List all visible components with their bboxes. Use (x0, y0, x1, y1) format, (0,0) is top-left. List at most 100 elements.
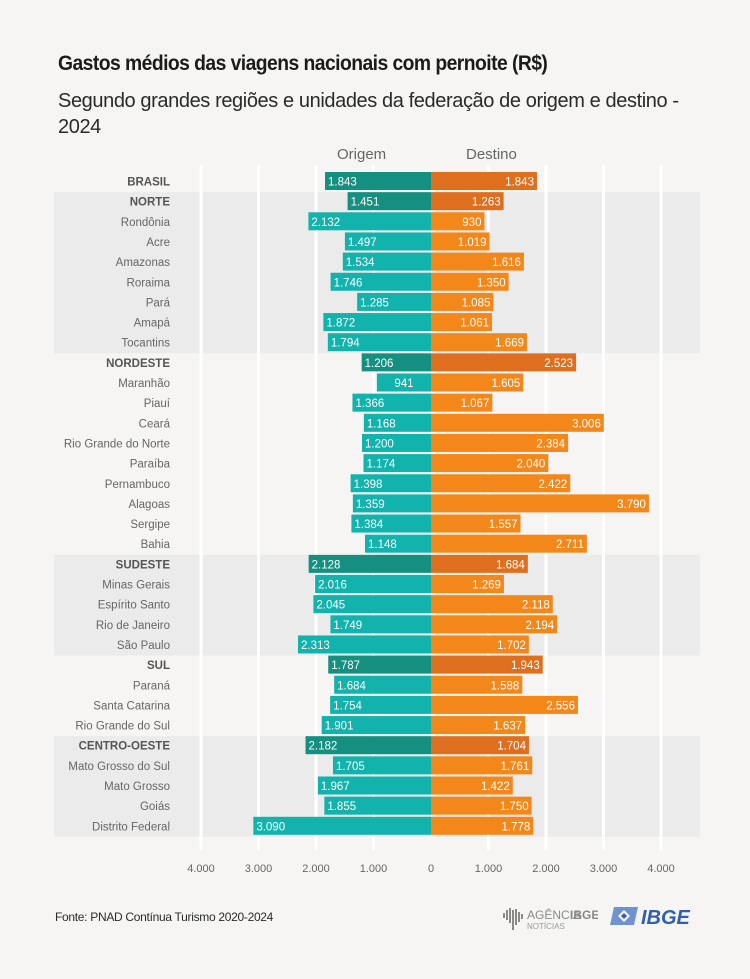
x-tick-label: 2.000 (302, 863, 330, 875)
bar-label-origem: 941 (394, 378, 413, 390)
bar-label-destino: 1.684 (496, 559, 525, 571)
bar-origem (330, 695, 431, 714)
bar-label-destino: 1.269 (472, 580, 501, 592)
bar-label-origem: 3.090 (256, 821, 285, 833)
bar-label-origem: 1.534 (346, 257, 375, 269)
bar-destino (431, 393, 493, 412)
bar-origem (253, 816, 431, 835)
bar-origem (313, 595, 431, 614)
x-tick-label: 0 (428, 863, 434, 875)
bar-destino (431, 494, 649, 513)
bar-label-destino: 2.422 (538, 479, 567, 491)
bar-origem (330, 615, 431, 634)
region-label: NORTE (130, 197, 171, 209)
bars: 1.843 1.843 1.451 1.263 2.132 930 1.497 1.019 1.… (253, 172, 649, 835)
bar-label-origem: 2.016 (318, 580, 347, 592)
bar-label-origem: 1.684 (337, 680, 366, 692)
region-label: SUDESTE (116, 559, 171, 571)
bar-label-destino: 3.006 (572, 418, 601, 430)
bar-origem (352, 494, 431, 513)
bar-label-origem: 1.843 (328, 177, 357, 189)
bar-origem (327, 333, 431, 352)
bar-label-destino: 2.040 (517, 459, 546, 471)
state-label: Minas Gerais (102, 580, 170, 592)
bar-label-destino: 1.943 (511, 660, 540, 672)
state-label: Alagoas (128, 499, 170, 511)
bar-origem (364, 534, 431, 553)
bar-origem (342, 252, 431, 271)
bar-destino (431, 675, 523, 694)
ibge-logo-text: IBGE (641, 907, 691, 929)
state-label: Goiás (140, 801, 170, 813)
bar-label-origem: 1.174 (366, 459, 395, 471)
bar-destino (431, 172, 537, 190)
bar-destino (431, 192, 504, 211)
bar-origem (315, 575, 431, 593)
bar-label-origem: 1.398 (354, 479, 383, 491)
bar-origem (347, 192, 431, 211)
bar-label-origem: 2.313 (301, 640, 330, 652)
bar-label-destino: 1.702 (497, 640, 526, 652)
bar-destino (431, 796, 532, 815)
bar-origem (350, 474, 431, 493)
brazil-map-icon (503, 908, 523, 930)
state-label: Rio Grande do Sul (75, 721, 170, 733)
bar-label-origem: 1.787 (331, 660, 360, 672)
bar-label-destino: 2.711 (556, 539, 584, 551)
agencia-brand: IBGE (570, 908, 598, 922)
state-label: Acre (146, 237, 170, 249)
bar-label-destino: 2.384 (536, 438, 565, 450)
bar-label-destino: 3.790 (617, 499, 646, 511)
bar-label-origem: 2.128 (312, 559, 341, 571)
region-label: CENTRO-OESTE (79, 741, 171, 753)
bar-label-destino: 2.523 (544, 358, 573, 370)
bar-label-destino: 1.061 (460, 318, 489, 330)
bar-label-destino: 1.778 (501, 821, 530, 833)
bar-destino (431, 292, 494, 311)
bar-label-destino: 1.422 (481, 781, 510, 793)
bar-origem (332, 756, 431, 775)
bar-origem (308, 212, 431, 231)
bar-label-origem: 1.967 (321, 781, 350, 793)
bar-origem (363, 413, 431, 432)
bar-label-destino: 1.350 (477, 277, 506, 289)
state-label: Mato Grosso (104, 781, 170, 793)
legend-destino: Destino (466, 146, 517, 163)
bar-label-destino: 1.067 (461, 398, 490, 410)
bar-destino (431, 655, 543, 674)
bar-label-origem: 1.794 (331, 338, 360, 350)
bar-destino (431, 373, 524, 392)
state-label: Pernambuco (105, 479, 170, 491)
bar-destino (431, 333, 527, 352)
x-tick-label: 4.000 (187, 863, 215, 875)
bar-label-origem: 1.746 (334, 277, 363, 289)
bar-origem (362, 433, 431, 452)
bar-label-destino: 1.843 (505, 177, 534, 189)
state-label: Roraima (127, 277, 171, 289)
bar-destino (431, 272, 509, 291)
legend-origem: Origem (337, 146, 387, 163)
state-label: Piauí (144, 398, 171, 410)
bar-origem (351, 514, 431, 533)
bar-label-origem: 1.206 (365, 358, 394, 370)
bar-label-origem: 1.855 (327, 801, 356, 813)
bar-destino (431, 776, 513, 795)
bar-destino (431, 716, 526, 735)
state-label: Rio de Janeiro (96, 620, 170, 632)
bar-destino (431, 595, 553, 614)
state-label: Santa Catarina (93, 700, 170, 712)
bar-label-destino: 1.637 (493, 721, 522, 733)
bar-destino (431, 554, 528, 573)
bar-label-origem: 1.705 (336, 761, 365, 773)
bar-destino (431, 313, 493, 332)
bar-destino (431, 413, 604, 432)
x-tick-label: 1.000 (475, 863, 503, 875)
source-note: Fonte: PNAD Contínua Turismo 2020-2024 (55, 910, 274, 924)
bar-label-destino: 2.118 (522, 600, 550, 612)
ibge-logo: IBGE (608, 905, 703, 934)
bar-label-origem: 1.749 (333, 620, 362, 632)
bar-destino (431, 736, 529, 755)
x-tick-label: 1.000 (360, 863, 388, 875)
bar-label-destino: 1.750 (500, 801, 529, 813)
bar-origem (357, 292, 431, 311)
